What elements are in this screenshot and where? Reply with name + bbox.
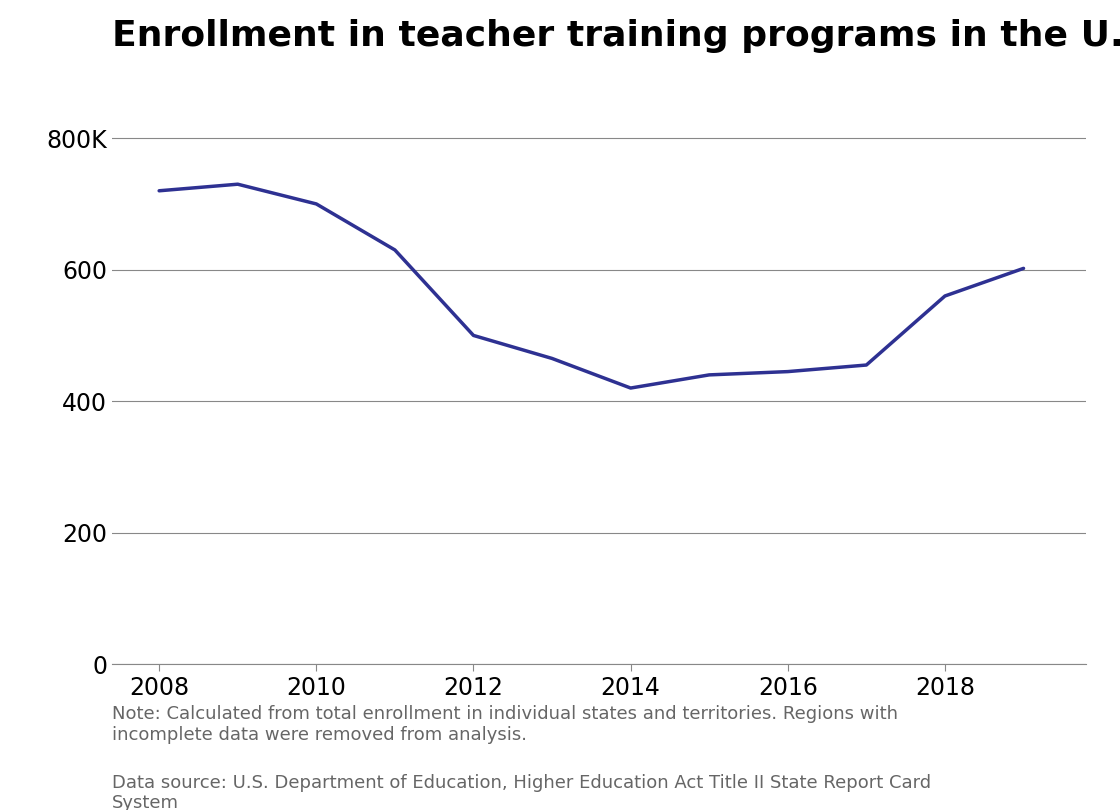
Text: Enrollment in teacher training programs in the U.S.: Enrollment in teacher training programs …	[112, 19, 1120, 53]
Text: Note: Calculated from total enrollment in individual states and territories. Reg: Note: Calculated from total enrollment i…	[112, 705, 898, 744]
Text: Data source: U.S. Department of Education, Higher Education Act Title II State R: Data source: U.S. Department of Educatio…	[112, 774, 931, 810]
